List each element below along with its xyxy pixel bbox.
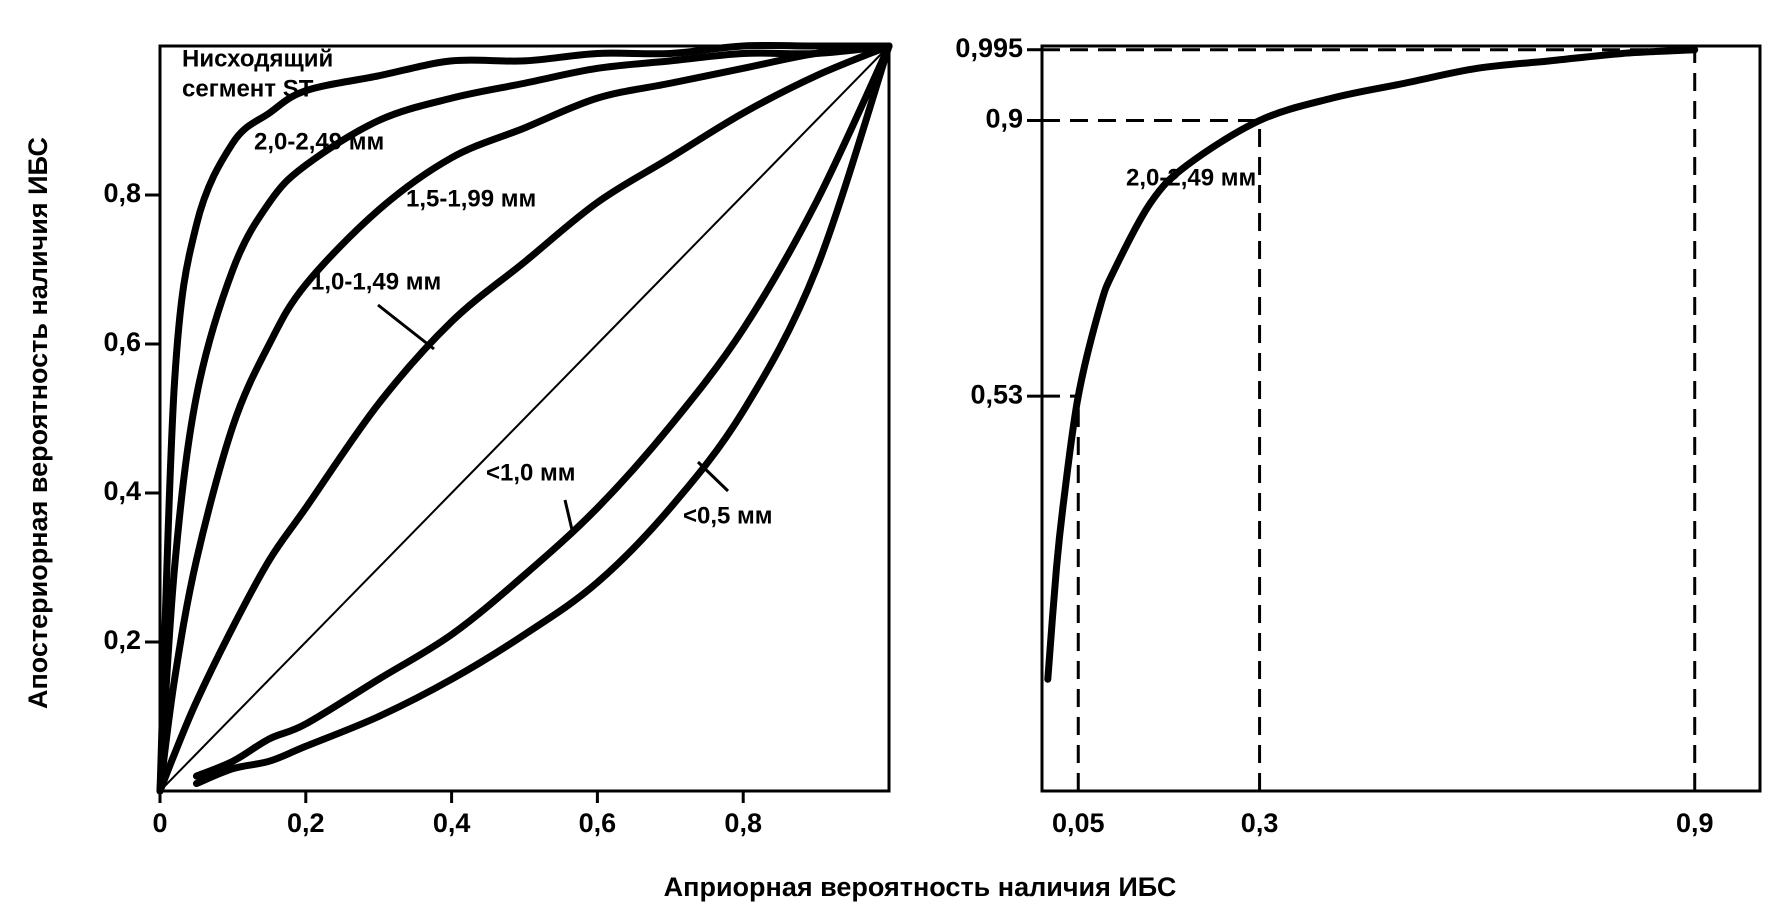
y-tick-label: 0,995 [955, 33, 1023, 63]
curve [159, 45, 890, 792]
curve [192, 42, 893, 780]
y-tick-label: 0,2 [103, 625, 141, 655]
x-tick-label: 0,3 [1241, 808, 1279, 838]
x-tick-label: 0,2 [287, 808, 325, 838]
x-tick-label: 0,9 [1676, 808, 1714, 838]
series-label: <0,5 мм [683, 502, 773, 529]
series-label: <1,0 мм [486, 459, 576, 486]
curve [1044, 46, 1699, 683]
series-label: 2,0-2,49 мм [254, 128, 384, 155]
y-axis-label: Апостериорная вероятность наличия ИБС [23, 137, 53, 709]
leader-line [563, 499, 575, 535]
series-label: 1,0-1,49 мм [311, 268, 441, 295]
annotation: сегмент ST [182, 75, 314, 102]
x-tick-label: 0,6 [579, 808, 617, 838]
series-label: 2,0-2,49 мм [1126, 164, 1256, 191]
plot-frame [1040, 44, 1762, 793]
x-tick-label: 0 [152, 808, 167, 838]
x-tick-label: 0,05 [1052, 808, 1105, 838]
y-tick-label: 0,9 [985, 104, 1023, 134]
x-tick-label: 0,8 [724, 808, 762, 838]
curve [156, 42, 893, 795]
curve [156, 41, 893, 795]
curve [156, 42, 893, 795]
leader-line [696, 460, 730, 493]
curve [192, 42, 893, 788]
series-label: 1,5-1,99 мм [406, 185, 536, 212]
y-tick-label: 0,6 [103, 327, 141, 357]
leader-line [377, 303, 435, 351]
y-tick-label: 0,8 [103, 178, 141, 208]
plot-frame [158, 44, 891, 793]
y-tick-label: 0,53 [970, 379, 1023, 409]
x-tick-label: 0,4 [433, 808, 471, 838]
x-axis-label: Априорная вероятность наличия ИБС [664, 872, 1177, 902]
annotation: Нисходящий [182, 45, 333, 72]
y-tick-label: 0,4 [103, 476, 141, 506]
